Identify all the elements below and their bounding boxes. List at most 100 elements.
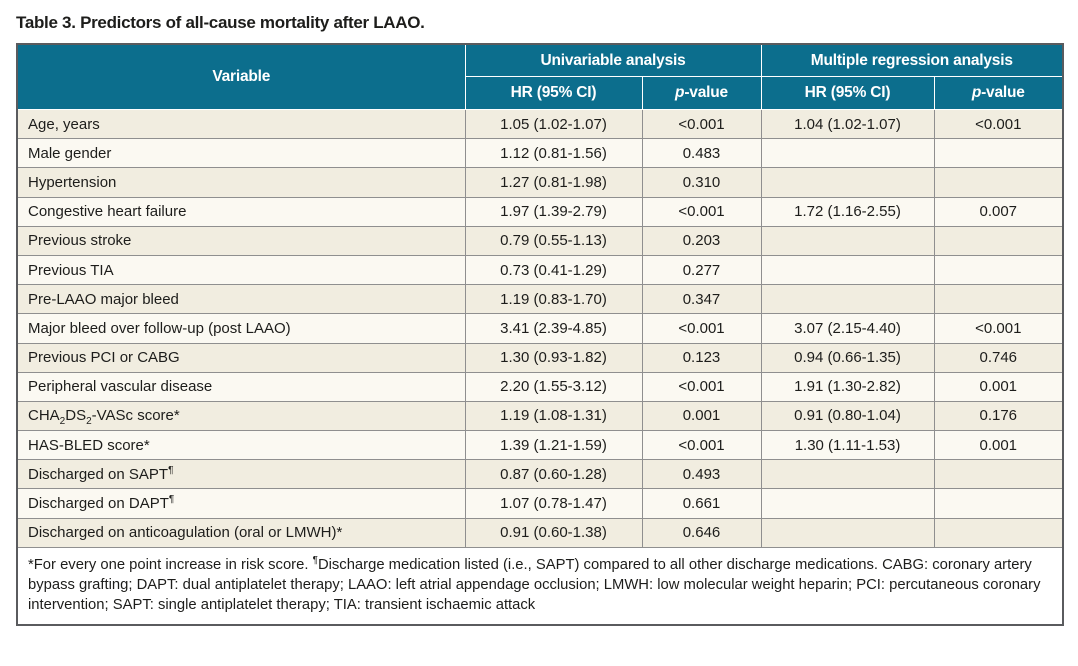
multi-p-cell: [933, 517, 1064, 548]
uni-p-cell: <0.001: [641, 371, 762, 402]
variable-cell: Major bleed over follow-up (post LAAO): [16, 313, 466, 344]
multi-hr-cell: [760, 517, 935, 548]
table-row: Discharged on DAPT¶ 1.07 (0.78-1.47) 0.661: [16, 488, 1064, 519]
table-body: Age, years 1.05 (1.02-1.07) <0.001 1.04 (1.…: [16, 108, 1064, 548]
table-row: Congestive heart failure 1.97 (1.39-2.79)…: [16, 196, 1064, 227]
column-header-multi-hr-label: HR (95% CI): [804, 84, 891, 101]
text-segment: Hypertension: [28, 173, 117, 191]
uni-p-cell: <0.001: [641, 196, 762, 227]
text-segment: Previous PCI or CABG: [28, 349, 180, 367]
column-header-uni-p: p-value: [641, 76, 762, 110]
variable-cell: CHA2DS2-VASc score*: [16, 400, 466, 432]
text-segment: HAS-BLED score*: [28, 436, 150, 454]
uni-p-cell: 0.310: [641, 167, 762, 198]
table-row: Hypertension 1.27 (0.81-1.98) 0.310: [16, 167, 1064, 198]
multi-p-cell: 0.001: [933, 371, 1064, 402]
text-segment: ¶: [312, 554, 318, 566]
multi-p-cell: 0.746: [933, 342, 1064, 373]
uni-p-cell: 0.277: [641, 254, 762, 286]
uni-hr-cell: 0.87 (0.60-1.28): [464, 459, 643, 490]
multi-p-cell: 0.176: [933, 400, 1064, 432]
footnote-row: *For every one point increase in risk sc…: [16, 546, 1064, 626]
uni-hr-cell: 1.12 (0.81-1.56): [464, 138, 643, 169]
table-row: Age, years 1.05 (1.02-1.07) <0.001 1.04 (1.…: [16, 108, 1064, 140]
column-group-univariable-label: Univariable analysis: [540, 51, 686, 69]
text-segment: Peripheral vascular disease: [28, 378, 213, 396]
column-header-multi-hr: HR (95% CI): [760, 76, 935, 110]
table-row: Previous TIA 0.73 (0.41-1.29) 0.277: [16, 254, 1064, 286]
table-title: Table 3. Predictors of all-cause mortali…: [16, 13, 425, 32]
uni-p-cell: 0.483: [641, 138, 762, 169]
multi-hr-cell: [760, 284, 935, 315]
table-row: Previous PCI or CABG 1.30 (0.93-1.82) 0.12…: [16, 342, 1064, 373]
multi-hr-cell: [760, 225, 935, 256]
uni-p-cell: <0.001: [641, 313, 762, 344]
variable-cell: Age, years: [16, 108, 466, 140]
multi-p-cell: [933, 138, 1064, 169]
column-header-multi-p-label: p-value: [972, 84, 1025, 101]
variable-cell: Discharged on anticoagulation (oral or L…: [16, 517, 466, 548]
uni-p-cell: 0.661: [641, 488, 762, 519]
multi-hr-cell: [760, 488, 935, 519]
table-row: CHA2DS2-VASc score* 1.19 (1.08-1.31) 0.001…: [16, 400, 1064, 432]
variable-cell: Pre-LAAO major bleed: [16, 284, 466, 315]
multi-p-cell: 0.007: [933, 196, 1064, 227]
text-segment: -value: [981, 84, 1025, 101]
multi-hr-cell: 1.04 (1.02-1.07): [760, 108, 935, 140]
text-segment: -value: [684, 84, 728, 101]
text-segment: *For every one point increase in risk sc…: [28, 556, 313, 573]
variable-cell: Peripheral vascular disease: [16, 371, 466, 402]
multi-hr-cell: [760, 167, 935, 198]
uni-hr-cell: 1.19 (0.83-1.70): [464, 284, 643, 315]
table-row: Major bleed over follow-up (post LAAO) 3.…: [16, 313, 1064, 344]
column-header-variable-label: Variable: [212, 68, 271, 85]
multi-p-cell: [933, 488, 1064, 519]
text-segment: DS: [65, 407, 87, 425]
uni-hr-cell: 1.30 (0.93-1.82): [464, 342, 643, 373]
multi-hr-cell: [760, 459, 935, 490]
column-header-uni-hr: HR (95% CI): [464, 76, 643, 110]
text-segment: Discharge medication listed (i.e., SAPT)…: [28, 556, 1041, 614]
header-sub-row: HR (95% CI) p-value HR (95% CI) p-value: [17, 76, 1064, 110]
text-segment: Previous TIA: [28, 261, 114, 279]
variable-cell: Previous stroke: [16, 225, 466, 256]
uni-p-cell: 0.203: [641, 225, 762, 256]
uni-hr-cell: 1.97 (1.39-2.79): [464, 196, 643, 227]
table-row: HAS-BLED score* 1.39 (1.21-1.59) <0.001 1.3…: [16, 430, 1064, 461]
uni-hr-cell: 0.73 (0.41-1.29): [464, 254, 643, 286]
uni-hr-cell: 1.07 (0.78-1.47): [464, 488, 643, 519]
text-segment: Discharged on SAPT: [28, 465, 169, 483]
uni-p-cell: 0.493: [641, 459, 762, 490]
table-row: Previous stroke 0.79 (0.55-1.13) 0.203: [16, 225, 1064, 256]
multi-p-cell: [933, 225, 1064, 256]
column-header-uni-hr-label: HR (95% CI): [510, 84, 597, 101]
variable-cell: Congestive heart failure: [16, 196, 466, 227]
variable-cell: Previous TIA: [16, 254, 466, 286]
multi-p-cell: 0.001: [933, 430, 1064, 461]
uni-hr-cell: 0.91 (0.60-1.38): [464, 517, 643, 548]
text-segment: 2: [59, 416, 66, 428]
multi-p-cell: <0.001: [933, 313, 1064, 344]
variable-cell: Male gender: [16, 138, 466, 169]
multi-p-cell: [933, 167, 1064, 198]
uni-hr-cell: 1.39 (1.21-1.59): [464, 430, 643, 461]
uni-p-cell: 0.646: [641, 517, 762, 548]
text-segment: Pre-LAAO major bleed: [28, 290, 179, 308]
multi-p-cell: [933, 254, 1064, 286]
table-footnote: *For every one point increase in risk sc…: [16, 546, 1064, 626]
text-segment: Male gender: [28, 144, 112, 162]
text-segment: p: [971, 84, 982, 101]
text-segment: Discharged on DAPT: [28, 495, 169, 513]
uni-p-cell: <0.001: [641, 430, 762, 461]
multi-hr-cell: 0.91 (0.80-1.04): [760, 400, 935, 432]
text-segment: Previous stroke: [28, 232, 132, 250]
uni-p-cell: 0.347: [641, 284, 762, 315]
column-group-multiple-label: Multiple regression analysis: [810, 51, 1013, 69]
table-row: Discharged on anticoagulation (oral or L…: [16, 517, 1064, 548]
uni-p-cell: <0.001: [641, 108, 762, 140]
table-header: Variable Univariable analysis Multiple r…: [16, 43, 1064, 110]
text-segment: Age, years: [28, 115, 100, 133]
uni-hr-cell: 3.41 (2.39-4.85): [464, 313, 643, 344]
header-group-row: Variable Univariable analysis Multiple r…: [16, 43, 1064, 110]
text-segment: Major bleed over follow-up (post LAAO): [28, 319, 291, 337]
